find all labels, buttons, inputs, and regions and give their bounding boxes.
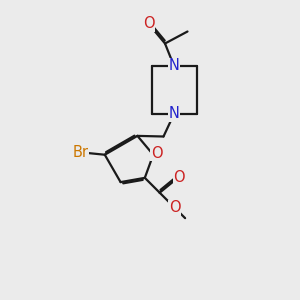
Text: O: O <box>173 170 185 185</box>
Text: O: O <box>169 200 181 215</box>
Text: N: N <box>169 106 179 122</box>
Text: Br: Br <box>72 145 88 160</box>
Text: O: O <box>151 146 163 161</box>
Text: O: O <box>143 16 154 32</box>
Text: N: N <box>169 58 179 74</box>
